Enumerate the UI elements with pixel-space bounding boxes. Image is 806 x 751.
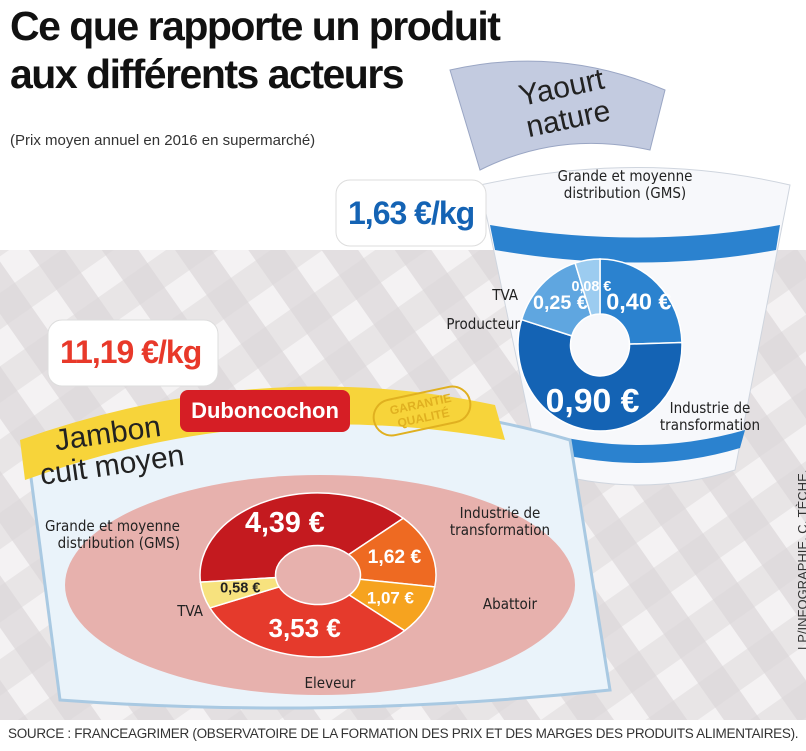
category-label: Industrie de transformation <box>650 400 770 434</box>
value-label: 1,62 € <box>368 547 422 568</box>
category-label: TVA <box>478 287 518 304</box>
category-label: Industrie de transformation <box>440 505 560 539</box>
artwork: 0,40 € 0,90 € 0,25 €0,08 € 4,39 € 1,62 € 1,07… <box>0 0 806 751</box>
category-label: Grande et moyenne distribution (GMS) <box>10 518 180 552</box>
value-label: 0,58 € <box>220 581 260 597</box>
value-label: 0,25 € <box>533 292 588 314</box>
credit: LP/INFOGRAPHIE, C. TÈCHE. <box>795 470 806 650</box>
value-label: 0,90 € <box>546 382 640 420</box>
value-label: 0,08 € <box>571 279 611 295</box>
category-label: Grande et moyenne distribution (GMS) <box>555 168 695 202</box>
brand: Duboncochon <box>180 398 350 424</box>
category-label: Eleveur <box>290 675 370 692</box>
value-label: 4,39 € <box>245 507 325 539</box>
category-label: TVA <box>168 603 203 620</box>
value-label: 1,07 € <box>367 589 415 608</box>
value-label: 3,53 € <box>268 613 341 643</box>
price: 1,63 €/kg <box>348 195 474 232</box>
source: SOURCE : FRANCEAGRIMER (OBSERVATOIRE DE … <box>8 726 798 741</box>
subtitle: (Prix moyen annuel en 2016 en supermarch… <box>10 132 315 149</box>
value-label: 0,40 € <box>606 288 671 314</box>
price: 11,19 €/kg <box>60 334 201 371</box>
infographic: 0,40 € 0,90 € 0,25 €0,08 € 4,39 € 1,62 € 1,07… <box>0 0 806 751</box>
category-label: Producteur <box>430 316 520 333</box>
title: Ce que rapporte un produit aux différent… <box>10 2 530 98</box>
category-label: Abattoir <box>470 596 550 613</box>
